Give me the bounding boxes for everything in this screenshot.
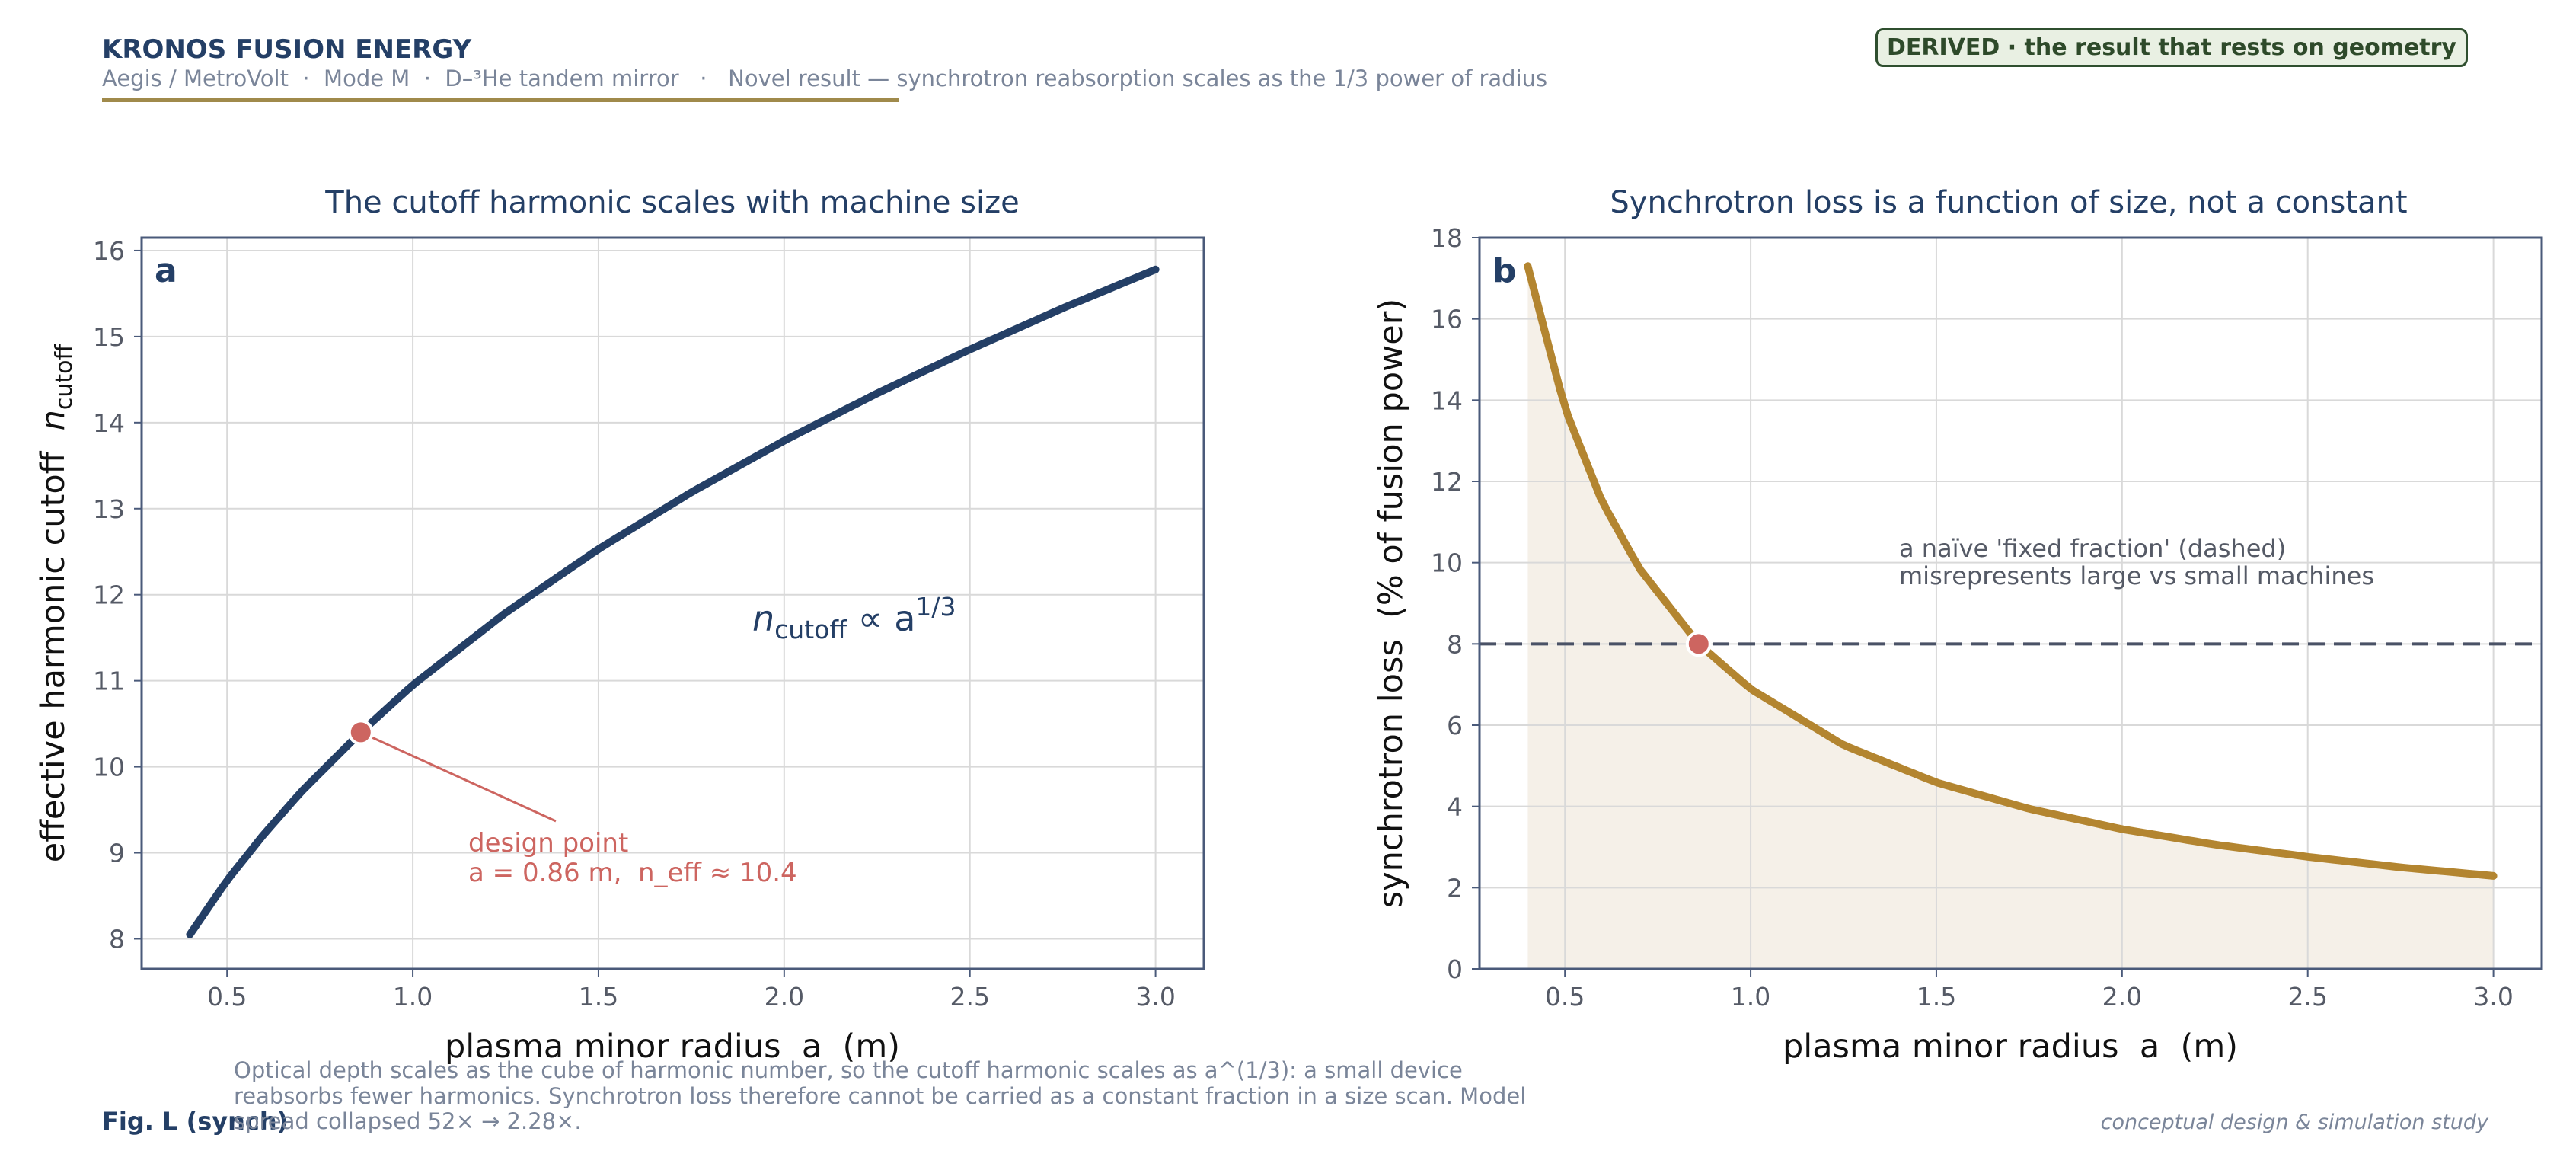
y-tick-label: 8 bbox=[109, 924, 125, 954]
scaling-formula: ncutoff ∝ a1/3 bbox=[752, 592, 956, 644]
panel-a-title: The cutoff harmonic scales with machine … bbox=[324, 185, 1019, 220]
panel-b-x-label: plasma minor radius a (m) bbox=[1783, 1028, 2238, 1066]
x-tick-label: 1.5 bbox=[579, 982, 618, 1012]
y-tick-label: 16 bbox=[93, 236, 125, 266]
y-tick-label: 10 bbox=[1431, 548, 1463, 578]
design-point-values: a = 0.86 m, n_eff ≈ 10.4 bbox=[468, 858, 797, 888]
panel-b-frame bbox=[1478, 236, 2543, 970]
panel-b-x-ticks: 0.5 1.0 1.5 2.0 2.5 3.0 bbox=[1545, 969, 2514, 1012]
x-tick-label: 3.0 bbox=[1135, 982, 1175, 1012]
panel-b-series-line bbox=[1524, 262, 2498, 880]
panel-b-area-fill bbox=[1527, 266, 2494, 969]
panel-a-y-ticks: 8 9 10 11 12 13 14 15 16 bbox=[93, 236, 142, 954]
x-tick-label: 0.5 bbox=[207, 982, 247, 1012]
fixed-fraction-note: a naïve 'fixed fraction' (dashed) bbox=[1899, 534, 2286, 563]
x-tick-label: 2.5 bbox=[2287, 982, 2327, 1012]
y-tick-label: 14 bbox=[1431, 385, 1463, 415]
derived-badge: DERIVED · the result that rests on geome… bbox=[1875, 28, 2468, 67]
y-tick-label: 8 bbox=[1447, 629, 1463, 659]
panel-a-grid bbox=[142, 238, 1204, 969]
panel-b-design-marker bbox=[1685, 631, 1712, 657]
x-tick-label: 1.0 bbox=[393, 982, 433, 1012]
y-tick-label: 12 bbox=[1431, 467, 1463, 497]
panel-a-frame bbox=[140, 236, 1205, 970]
y-tick-label: 15 bbox=[93, 322, 125, 352]
brand-title: KRONOS FUSION ENERGY bbox=[102, 34, 472, 65]
y-tick-label: 13 bbox=[93, 494, 125, 524]
x-tick-label: 1.5 bbox=[1917, 982, 1956, 1012]
y-tick-label: 11 bbox=[93, 667, 125, 696]
panel-a-x-ticks: 0.5 1.0 1.5 2.0 2.5 3.0 bbox=[207, 969, 1176, 1012]
y-tick-label: 4 bbox=[1447, 792, 1463, 822]
x-tick-label: 2.0 bbox=[765, 982, 804, 1012]
y-tick-label: 6 bbox=[1447, 711, 1463, 740]
y-tick-label: 0 bbox=[1447, 954, 1463, 984]
y-tick-label: 18 bbox=[1431, 223, 1463, 253]
header-rule bbox=[102, 98, 899, 102]
panel-b: Synchrotron loss is a function of size, … bbox=[1372, 185, 2543, 1066]
x-tick-label: 2.5 bbox=[950, 982, 989, 1012]
x-tick-label: 0.5 bbox=[1545, 982, 1585, 1012]
fixed-fraction-note-2: misrepresents large vs small machines bbox=[1899, 561, 2374, 590]
caption-line-2: reabsorbs fewer harmonics. Synchrotron l… bbox=[234, 1083, 1526, 1109]
panel-a-y-label: effective harmonic cutoff ncutoff bbox=[34, 343, 78, 862]
y-tick-label: 10 bbox=[93, 753, 125, 782]
caption-line-1: Optical depth scales as the cube of harm… bbox=[234, 1057, 1463, 1083]
panel-a: The cutoff harmonic scales with machine … bbox=[34, 185, 1205, 1066]
x-tick-label: 3.0 bbox=[2473, 982, 2513, 1012]
panel-a-x-label: plasma minor radius a (m) bbox=[445, 1028, 900, 1066]
panel-a-series-line bbox=[186, 265, 1160, 938]
x-tick-label: 2.0 bbox=[2102, 982, 2142, 1012]
y-tick-label: 14 bbox=[93, 408, 125, 438]
panel-b-letter: b bbox=[1492, 251, 1517, 290]
study-note: conceptual design & simulation study bbox=[2101, 1111, 2489, 1134]
design-point-leader bbox=[360, 731, 557, 823]
caption-line-3: spread collapsed 52× → 2.28×. bbox=[234, 1108, 582, 1134]
y-tick-label: 2 bbox=[1447, 873, 1463, 903]
design-point-label: design point bbox=[468, 828, 628, 858]
x-tick-label: 1.0 bbox=[1731, 982, 1770, 1012]
y-tick-label: 16 bbox=[1431, 305, 1463, 334]
design-point-marker bbox=[347, 719, 374, 746]
y-tick-label: 9 bbox=[109, 839, 125, 868]
panel-b-y-ticks: 0 2 4 6 8 10 12 14 16 18 bbox=[1431, 223, 1480, 984]
panel-a-letter: a bbox=[155, 251, 177, 290]
fig-label: Fig. L (synch) bbox=[102, 1107, 288, 1136]
panel-b-title: Synchrotron loss is a function of size, … bbox=[1610, 185, 2407, 220]
panel-b-y-label: synchrotron loss (% of fusion power) bbox=[1372, 299, 1410, 908]
header-subtitle: Aegis / MetroVolt · Mode M · D–³He tande… bbox=[102, 66, 1547, 91]
y-tick-label: 12 bbox=[93, 580, 125, 610]
